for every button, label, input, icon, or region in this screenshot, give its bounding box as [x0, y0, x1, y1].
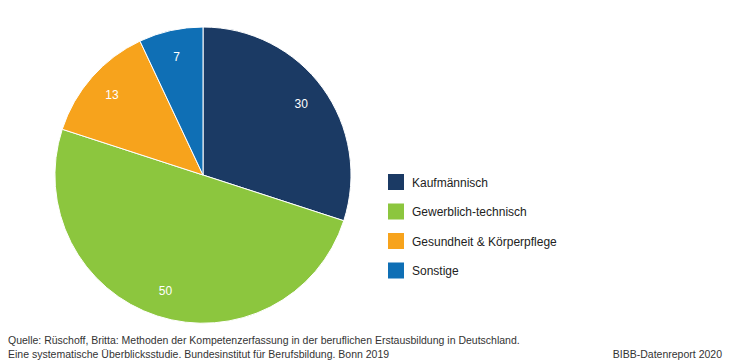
- data-labels: 30 50 13 7: [105, 50, 308, 298]
- pie: [55, 27, 351, 323]
- legend-swatch: [388, 233, 404, 249]
- legend-label: Sonstige: [412, 264, 459, 278]
- credit: BIBB-Datenreport 2020: [613, 348, 722, 360]
- source-note: Quelle: Rüschoff, Britta: Methoden der K…: [8, 334, 520, 346]
- data-label: 7: [173, 50, 180, 64]
- annotations: Quelle: Rüschoff, Britta: Methoden der K…: [8, 334, 722, 360]
- legend-label: Kaufmännisch: [412, 176, 488, 190]
- legend-item: Kaufmännisch: [388, 174, 488, 190]
- source-note: Eine systematische Überblicksstudie. Bun…: [8, 348, 389, 360]
- legend-item: Sonstige: [388, 263, 459, 279]
- data-label: 30: [295, 97, 309, 111]
- data-label: 50: [159, 284, 173, 298]
- legend-item: Gewerblich-technisch: [388, 204, 527, 220]
- legend-swatch: [388, 204, 404, 220]
- legend-item: Gesundheit & Körperpflege: [388, 233, 557, 249]
- legend-label: Gesundheit & Körperpflege: [412, 235, 557, 249]
- pie-slice: [140, 27, 203, 175]
- legend-swatch: [388, 263, 404, 279]
- data-label: 13: [105, 88, 119, 102]
- legend: Kaufmännisch Gewerblich-technisch Gesundhe…: [388, 174, 557, 279]
- legend-label: Gewerblich-technisch: [412, 205, 527, 219]
- chart: 30 50 13 7 Kaufmännisch Gewerblich-technisch G…: [0, 0, 730, 364]
- legend-swatch: [388, 174, 404, 190]
